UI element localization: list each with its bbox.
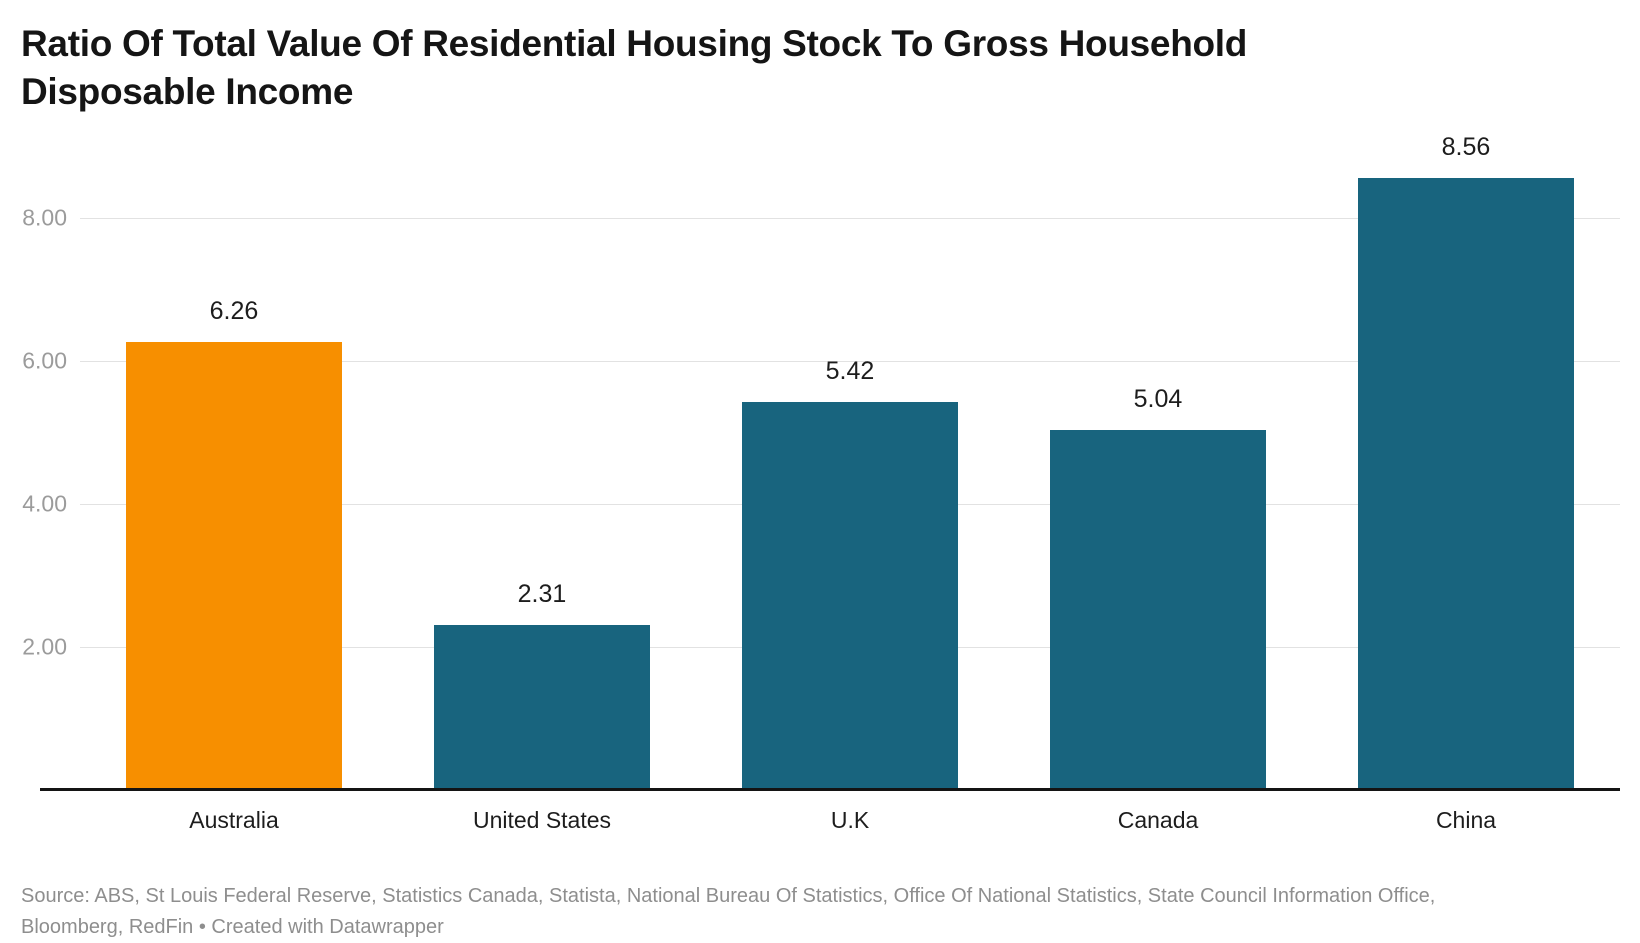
- x-axis-baseline: [40, 788, 1620, 791]
- column-australia: 6.26 Australia: [80, 140, 388, 833]
- column-china: 8.56 China: [1312, 133, 1620, 833]
- column-uk: 5.42 U.K: [696, 140, 1004, 833]
- value-label-canada: 5.04: [1133, 384, 1183, 413]
- bar-australia[interactable]: [126, 342, 342, 790]
- column-united-states: 2.31 United States: [388, 140, 696, 833]
- y-tick-label-8: 8.00: [22, 204, 67, 231]
- category-label-united-states: United States: [472, 807, 612, 833]
- source-note-line-2: Bloomberg, RedFin • Created with Datawra…: [21, 916, 444, 938]
- bar-canada[interactable]: [1050, 429, 1266, 790]
- plot-area: 2.00 4.00 6.00 8.00 6.26 Australia 2.31 …: [0, 133, 1640, 833]
- value-label-china: 8.56: [1441, 132, 1491, 161]
- y-tick-label-6: 6.00: [22, 347, 67, 374]
- bar-columns: 6.26 Australia 2.31 United States 5.42 U…: [80, 133, 1620, 833]
- bar-uk[interactable]: [742, 402, 958, 790]
- chart-title: Ratio Of Total Value Of Residential Hous…: [21, 23, 1248, 112]
- column-canada: 5.04 Canada: [1004, 140, 1312, 833]
- source-note: Source: ABS, St Louis Federal Reserve, S…: [21, 881, 1581, 943]
- bar-china[interactable]: [1358, 177, 1574, 790]
- source-note-line-1: Source: ABS, St Louis Federal Reserve, S…: [21, 885, 1436, 907]
- value-label-australia: 6.26: [209, 297, 259, 326]
- y-tick-label-2: 2.00: [22, 633, 67, 660]
- category-label-china: China: [1435, 807, 1497, 833]
- y-tick-label-4: 4.00: [22, 490, 67, 517]
- category-label-canada: Canada: [1117, 807, 1199, 833]
- value-label-uk: 5.42: [825, 357, 875, 386]
- gridline-6: [80, 361, 1620, 362]
- category-label-uk: U.K: [830, 807, 870, 833]
- value-label-united-states: 2.31: [517, 579, 567, 608]
- gridline-8: [80, 218, 1620, 219]
- category-label-australia: Australia: [189, 807, 279, 833]
- bar-united-states[interactable]: [434, 624, 650, 790]
